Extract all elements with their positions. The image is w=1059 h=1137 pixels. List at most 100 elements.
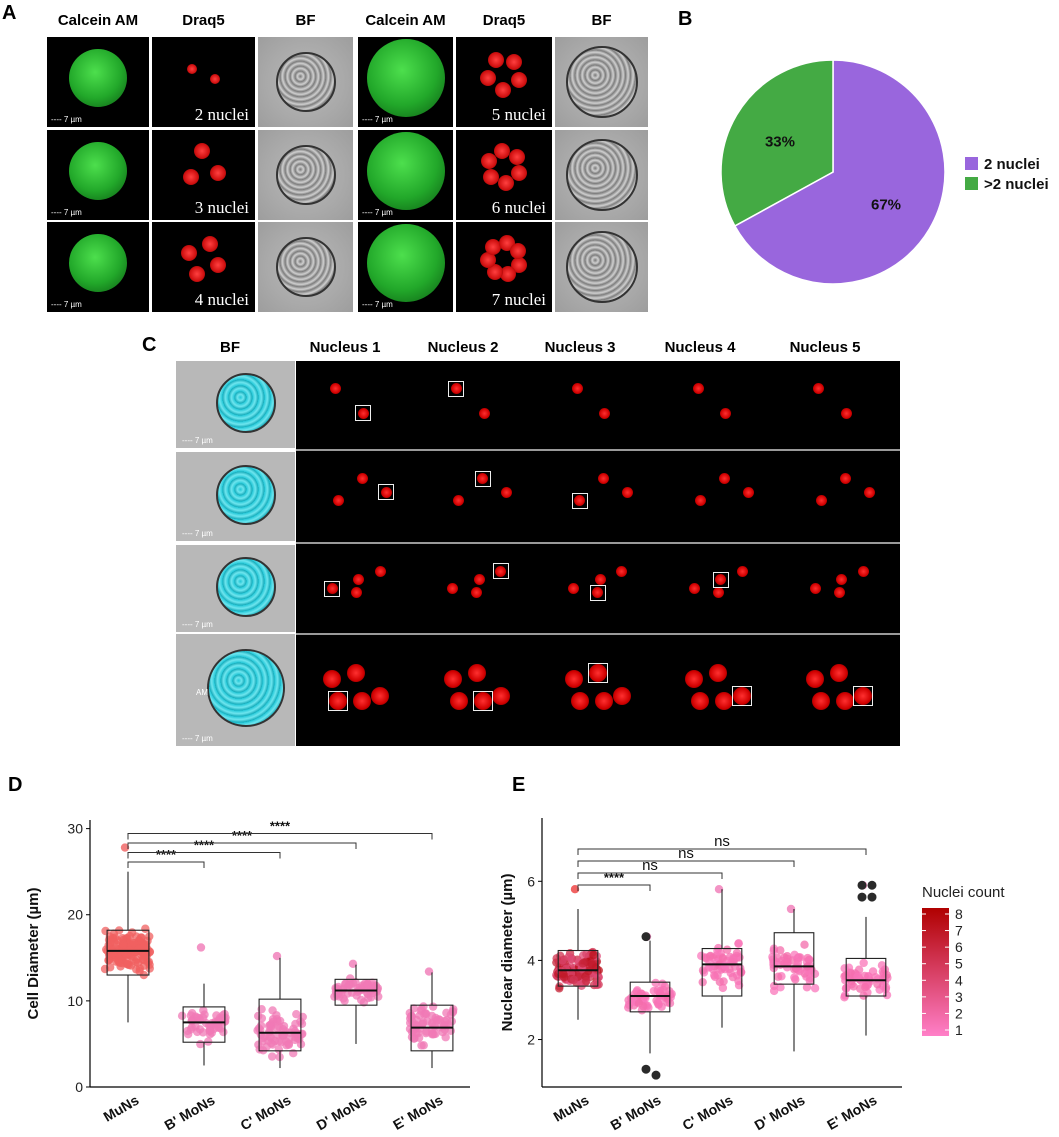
scale-bar-label: ---- 7 µm: [182, 734, 213, 743]
data-point: [428, 1002, 438, 1011]
nucleus-spot: [836, 574, 848, 586]
legend-tick-label: 7: [955, 923, 963, 939]
nucleus-spot: [330, 383, 342, 395]
brightfield-cell: [275, 237, 336, 297]
nucleus-image-strip: [296, 361, 900, 746]
box: [258, 998, 302, 1052]
y-tick-label: 4: [527, 952, 535, 968]
brightfield-image: [258, 130, 353, 220]
data-point: [268, 1040, 277, 1049]
panel-c-brightfield-image: ---- 7 µm: [176, 361, 295, 448]
selected-nucleus-box: [571, 492, 588, 509]
data-point: [729, 954, 738, 963]
data-point: [254, 1011, 263, 1021]
data-point: [101, 926, 110, 936]
nucleus-spot: [736, 565, 748, 577]
draq5-image: 2 nuclei: [152, 37, 255, 127]
nucleus-spot: [612, 686, 631, 705]
data-point: [100, 964, 110, 974]
nucleus-spot: [510, 243, 527, 260]
nucleus-spot: [574, 495, 586, 507]
data-point: [274, 1045, 284, 1054]
calcein-cell-blob: [69, 49, 127, 107]
panel-e-label: E: [512, 774, 526, 796]
nucleus-spot: [742, 486, 754, 498]
x-tick-label: B' MoNs: [161, 1092, 217, 1134]
calcein-cell-blob: [69, 142, 127, 200]
data-point: [651, 978, 660, 988]
data-point: [861, 983, 870, 992]
data-point: [880, 977, 890, 986]
data-point: [768, 952, 777, 962]
outlier-point: [867, 880, 877, 890]
y-tick-label: 30: [67, 821, 83, 837]
significance-label: ****: [270, 819, 291, 834]
legend-swatch: [965, 157, 978, 170]
nucleus-spot: [840, 407, 852, 419]
panel-c-column-header: BF: [220, 339, 240, 356]
data-point: [810, 984, 820, 993]
nucleus-spot: [497, 174, 514, 191]
data-point: [776, 946, 785, 955]
nucleus-spot: [494, 143, 511, 160]
nucleus-spot: [443, 669, 462, 688]
data-point: [592, 980, 602, 990]
data-point: [853, 972, 862, 981]
nucleus-spot: [481, 152, 498, 169]
data-point: [421, 1028, 431, 1038]
scale-bar-label: ---- 7 µm: [362, 115, 393, 124]
box: [106, 929, 150, 976]
significance-bracket: [577, 848, 867, 855]
data-point: [139, 952, 149, 961]
box: [701, 947, 743, 997]
data-point: [710, 972, 720, 982]
draq5-image: 5 nuclei: [456, 37, 552, 127]
data-point: [429, 1030, 438, 1039]
brightfield-image: [555, 37, 648, 127]
significance-label: ****: [604, 870, 625, 885]
panel-c-brightfield-image: ---- 7 µm AM: [176, 634, 295, 746]
panel-a-label: A: [2, 2, 17, 24]
nucleus-spot: [495, 565, 507, 577]
outlier-point: [641, 1064, 651, 1074]
nucleus-spot: [491, 686, 510, 705]
nucleus-spot: [839, 473, 851, 485]
data-point: [552, 954, 561, 963]
data-point: [786, 904, 796, 914]
nucleus-spot: [182, 168, 199, 185]
nucleus-spot: [483, 168, 500, 185]
nucleus-spot: [501, 486, 513, 498]
data-point: [841, 976, 850, 985]
nucleus-spot: [201, 236, 218, 253]
data-point: [790, 973, 799, 982]
data-point: [802, 983, 812, 992]
selected-nucleus-box: [328, 691, 348, 712]
data-point: [582, 949, 591, 959]
legend-tick-label: 3: [955, 989, 963, 1005]
y-tick-label: 2: [527, 1032, 535, 1048]
data-point: [106, 937, 115, 946]
y-tick-label: 10: [67, 993, 83, 1009]
nucleus-spot: [833, 587, 845, 599]
data-point: [849, 982, 858, 991]
data-point: [658, 979, 667, 988]
nucleus-spot: [371, 686, 389, 705]
y-tick-label: 0: [75, 1079, 83, 1095]
calcein-cell-blob: [366, 224, 445, 302]
panel-a-column-header: BF: [591, 12, 612, 29]
nucleus-spot: [616, 565, 628, 577]
nucleus-spot: [467, 664, 486, 683]
scale-bar-label: ---- 7 µm: [51, 300, 82, 309]
selected-nucleus-box: [587, 663, 608, 684]
legend-tick-label: 5: [955, 956, 963, 972]
significance-label: ****: [156, 847, 177, 862]
calcein-image: ---- 7 µm: [358, 130, 453, 220]
nucleus-spot: [694, 495, 706, 507]
data-point: [578, 959, 587, 968]
nucleus-spot: [715, 692, 734, 711]
box: [334, 978, 378, 1006]
brightfield-cell: [565, 231, 638, 303]
data-point: [140, 942, 149, 951]
nucleus-spot: [598, 473, 610, 485]
data-point: [718, 954, 728, 963]
